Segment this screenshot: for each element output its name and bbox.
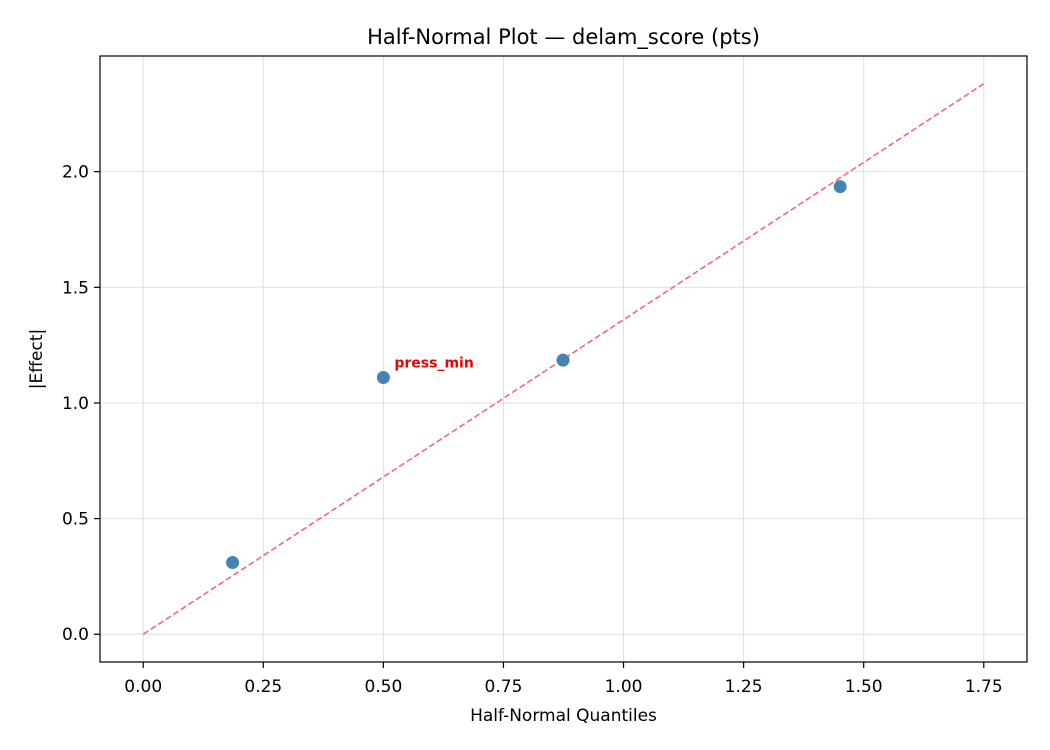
x-axis-ticks: 0.00 0.25 0.50 0.75 1.00 1.25 1.50 1.75: [124, 662, 1003, 697]
plot-area-frame: [99, 55, 1028, 663]
reference-line-layer: [142, 83, 985, 635]
x-tick-label: 0.75: [485, 677, 523, 697]
annotations: press_min: [394, 356, 473, 372]
y-tick-label: 1.5: [62, 278, 89, 298]
x-tick-label: 1.75: [965, 677, 1003, 697]
data-points: [226, 180, 847, 570]
x-tick-label: 0.25: [244, 677, 282, 697]
y-axis-label: |Effect|: [27, 329, 47, 389]
data-point: [833, 180, 847, 194]
x-tick-label: 0.50: [364, 677, 402, 697]
y-tick-label: 1.0: [62, 394, 89, 414]
data-point: [556, 353, 570, 367]
x-tick-label: 0.00: [124, 677, 162, 697]
x-tick-label: 1.50: [845, 677, 883, 697]
x-tick-label: 1.25: [725, 677, 763, 697]
x-axis-label: Half-Normal Quantiles: [470, 706, 657, 726]
reference-line: [142, 83, 985, 635]
data-point: [226, 556, 240, 570]
data-point: [376, 371, 390, 385]
chart-title: Half-Normal Plot — delam_score (pts): [367, 25, 760, 50]
y-tick-label: 0.0: [62, 625, 89, 645]
y-tick-label: 0.5: [62, 510, 89, 530]
y-tick-label: 2.0: [62, 163, 89, 183]
y-axis-ticks: 0.0 0.5 1.0 1.5 2.0: [62, 163, 100, 645]
point-annotation: press_min: [394, 356, 473, 372]
x-tick-label: 1.00: [605, 677, 643, 697]
grid-lines: [100, 56, 1027, 662]
